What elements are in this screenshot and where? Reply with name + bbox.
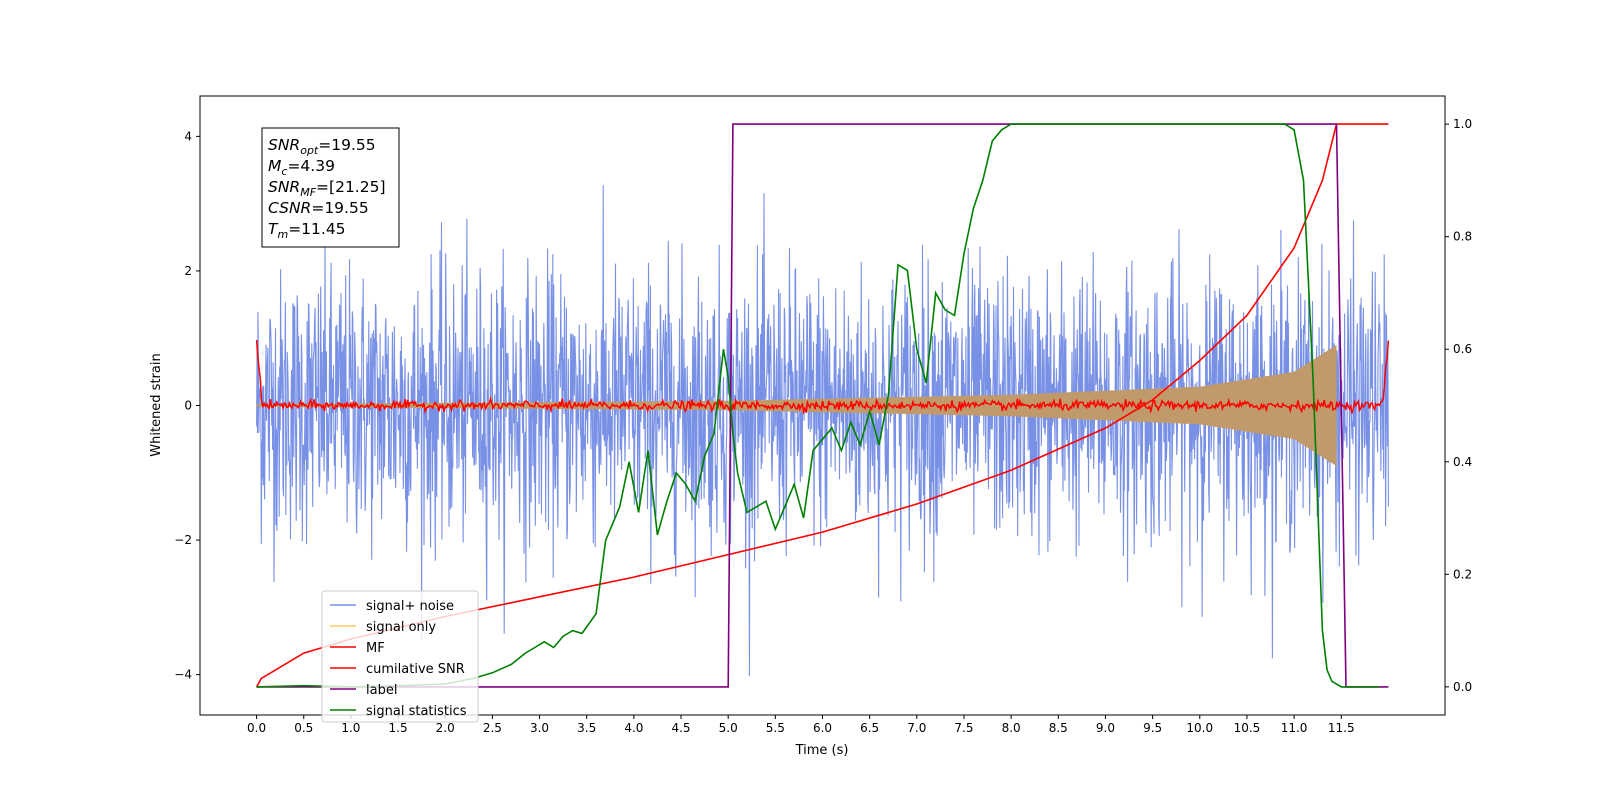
annotation-line: CSNR=19.55 [268,199,369,217]
series-signal-statistics [256,123,1379,688]
x-tick-label: 10.0 [1186,721,1213,735]
x-axis-label: Time (s) [795,743,849,758]
legend-label: signal statistics [366,704,467,719]
x-tick-label: 2.5 [483,721,502,735]
series-signal-only [256,344,1337,467]
x-tick-label: 7.0 [907,721,926,735]
x-tick-label: 1.5 [389,721,408,735]
y-right-tick-label: 0.6 [1453,342,1472,356]
x-tick-label: 2.0 [436,721,455,735]
x-tick-label: 11.5 [1328,721,1355,735]
series-mf [255,339,1390,415]
y-right-tick-label: 1.0 [1453,117,1472,131]
x-tick-label: 9.0 [1096,721,1115,735]
x-tick-label: 4.0 [624,721,643,735]
annotation-line: SNRopt=19.55 [268,136,376,157]
x-tick-label: 7.5 [954,721,973,735]
y-right-tick-label: 0.8 [1453,230,1472,244]
annotation-box: SNRopt=19.55Mc=4.39SNRMF=[21.25]CSNR=19.… [261,127,400,248]
legend-label: MF [366,641,385,656]
annotation-line: Tm=11.45 [268,220,346,241]
y-axis-label: Whitened strain [149,353,164,456]
x-tick-label: 11.0 [1281,721,1308,735]
legend-label: signal only [366,620,436,635]
x-tick-label: 0.0 [247,721,266,735]
x-tick-label: 10.5 [1234,721,1261,735]
x-axis: 0.0 0.5 1.0 1.5 2.0 2.5 3.0 3.5 4.0 4.5 5.0 5.5 6.0 6… [247,715,1355,735]
annotation-line: Mc=4.39 [268,157,335,178]
x-tick-label: 3.5 [577,721,596,735]
x-tick-label: 6.0 [813,721,832,735]
y-left-tick-label: 4 [184,129,192,143]
x-tick-label: 3.0 [530,721,549,735]
legend-label: cumilative SNR [366,662,465,677]
y-right-tick-label: 0.2 [1453,567,1472,581]
x-tick-label: 4.5 [671,721,690,735]
y-axis-right: 1.0 0.8 0.6 0.4 0.2 0.0 [1445,117,1472,694]
x-tick-label: 6.5 [860,721,879,735]
annotation-line: SNRMF=[21.25] [268,178,386,199]
y-left-tick-label: 0 [184,399,192,413]
legend-label: label [366,683,397,698]
x-tick-label: 8.5 [1049,721,1068,735]
x-tick-label: 5.0 [719,721,738,735]
x-tick-label: 8.0 [1002,721,1021,735]
x-tick-label: 9.5 [1143,721,1162,735]
legend-label: signal+ noise [366,599,454,614]
x-tick-label: 1.0 [341,721,360,735]
x-tick-label: 5.5 [766,721,785,735]
y-left-tick-label: −2 [174,533,192,547]
y-right-tick-label: 0.0 [1453,680,1472,694]
legend: signal+ noise signal only MF cumilative SNR… [321,590,479,723]
y-axis-left: 4 2 0 −2 −4 [174,129,200,682]
y-left-tick-label: 2 [184,264,192,278]
y-left-tick-label: −4 [174,668,192,682]
y-right-tick-label: 0.4 [1453,455,1472,469]
x-tick-label: 0.5 [294,721,313,735]
